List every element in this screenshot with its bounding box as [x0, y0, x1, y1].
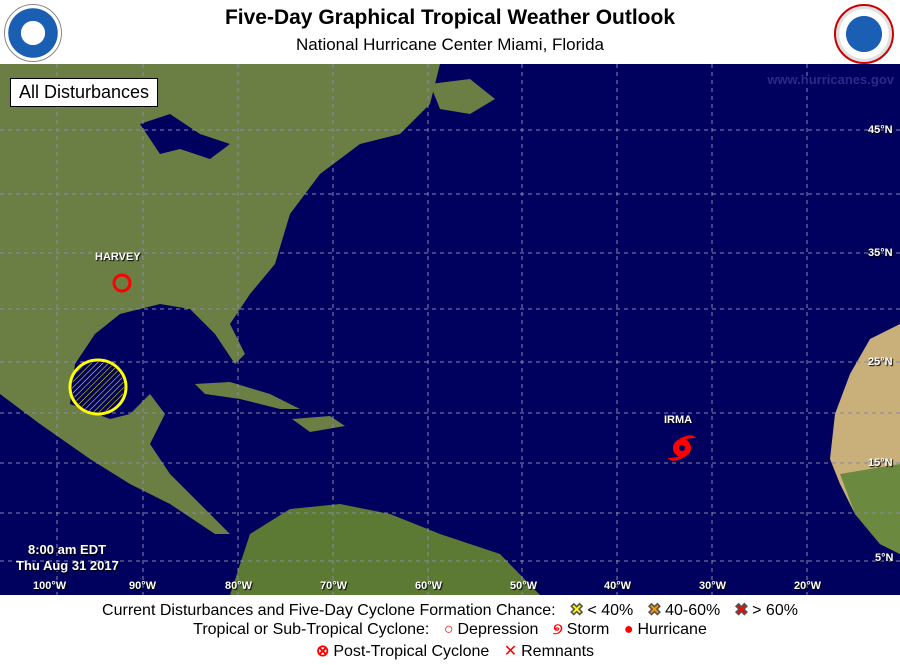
lon-label-80: 80°W	[225, 580, 253, 592]
hurricane-icon: ●	[623, 621, 634, 638]
africa-green	[840, 464, 900, 554]
legend-storm: Storm	[566, 621, 610, 638]
legend-formation-label: Current Disturbances and Five-Day Cyclon…	[102, 602, 556, 619]
storm-label-irma: IRMA	[664, 414, 693, 426]
post-tropical-icon: ⊗	[315, 643, 330, 660]
mid-chance-x-icon: ✖	[647, 602, 662, 620]
lon-label-20: 20°W	[794, 580, 822, 592]
page-title: Five-Day Graphical Tropical Weather Outl…	[224, 6, 676, 29]
great-lakes	[140, 114, 230, 159]
noaa-logo	[4, 4, 62, 62]
header: Five-Day Graphical Tropical Weather Outl…	[0, 0, 900, 64]
view-label: All Disturbances	[10, 78, 159, 107]
nws-logo	[834, 4, 894, 64]
legend-high: > 60%	[752, 602, 798, 619]
map-graphics	[0, 64, 900, 595]
storm-label-harvey: HARVEY	[95, 251, 141, 263]
lon-label-60: 60°W	[415, 580, 443, 592]
lon-label-70: 70°W	[320, 580, 348, 592]
graticule	[0, 64, 900, 595]
low-chance-x-icon: ✖	[570, 602, 584, 620]
legend-row-formation: Current Disturbances and Five-Day Cyclon…	[0, 600, 900, 620]
lon-label-100: 100°W	[33, 580, 67, 592]
lon-label-30: 30°W	[699, 580, 727, 592]
lat-label-35: 35°N	[868, 247, 893, 259]
outlook-map[interactable]: HARVEY IRMA All Disturbances www.hurrica…	[0, 64, 900, 595]
timestamp-date: Thu Aug 31 2017	[16, 558, 119, 573]
harvey-depression-icon	[112, 273, 132, 293]
lat-label-5: 5°N	[875, 552, 894, 564]
cuba-land	[195, 382, 300, 409]
lat-label-25: 25°N	[868, 356, 893, 368]
remnants-icon: ✕	[503, 643, 518, 660]
depression-icon: ○	[443, 621, 454, 638]
legend-post-tropical: Post-Tropical Cyclone	[333, 643, 490, 660]
legend-depression: Depression	[457, 621, 539, 638]
lat-label-45: 45°N	[868, 124, 893, 136]
legend-mid: 40-60%	[665, 602, 721, 619]
legend-low: < 40%	[587, 602, 634, 619]
timestamp: 8:00 am EDT Thu Aug 31 2017	[16, 542, 119, 574]
watermark: www.hurricanes.gov	[767, 72, 894, 87]
south-america-land	[230, 504, 540, 595]
legend: Current Disturbances and Five-Day Cyclon…	[0, 596, 900, 665]
legend-row-other: ⊗ Post-Tropical Cyclone ✕ Remnants	[0, 641, 900, 661]
legend-cyclone-label: Tropical or Sub-Tropical Cyclone:	[193, 621, 430, 638]
legend-remnants: Remnants	[521, 643, 595, 660]
irma-hurricane-icon	[668, 435, 696, 461]
disturbance-hatch	[72, 362, 124, 412]
legend-hurricane: Hurricane	[637, 621, 707, 638]
lon-label-40: 40°W	[604, 580, 632, 592]
newfoundland-land	[430, 79, 495, 114]
north-america-land	[0, 64, 440, 534]
lon-label-50: 50°W	[510, 580, 538, 592]
lon-label-90: 90°W	[129, 580, 157, 592]
hispaniola-land	[292, 416, 345, 432]
page-subtitle: National Hurricane Center Miami, Florida	[295, 35, 604, 54]
timestamp-time: 8:00 am EDT	[28, 542, 107, 557]
storm-icon: ୭	[552, 621, 563, 638]
lat-label-15: 15°N	[868, 457, 893, 469]
legend-row-cyclone: Tropical or Sub-Tropical Cyclone: ○ Depre…	[0, 621, 900, 639]
high-chance-x-icon: ✖	[734, 602, 749, 620]
